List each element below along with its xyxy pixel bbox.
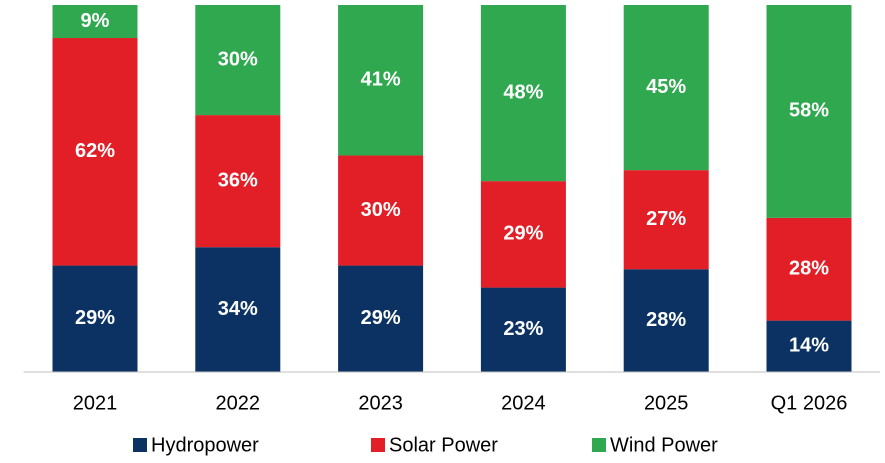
bar-segment xyxy=(623,269,709,372)
bar-segment xyxy=(338,155,424,266)
bar-segment xyxy=(623,170,709,270)
legend-swatch xyxy=(371,438,385,452)
legend-label: Hydropower xyxy=(151,434,259,456)
x-tick-label: 2021 xyxy=(73,392,118,414)
bar-segment xyxy=(195,247,281,372)
data-label: 29% xyxy=(361,307,401,329)
data-label: 27% xyxy=(646,208,686,230)
legend-label: Solar Power xyxy=(389,434,498,456)
x-tick-label: 2024 xyxy=(501,392,546,414)
data-label: 48% xyxy=(503,81,543,103)
data-label: 62% xyxy=(75,140,115,162)
legend-swatch xyxy=(133,438,147,452)
data-label: 30% xyxy=(218,48,258,70)
x-tick-label: 2022 xyxy=(216,392,261,414)
x-tick-label: 2025 xyxy=(644,392,689,414)
data-label: 9% xyxy=(81,10,110,32)
bar-segment xyxy=(52,5,138,39)
bar-segment xyxy=(480,287,566,372)
data-label: 23% xyxy=(503,318,543,340)
data-label: 41% xyxy=(361,69,401,91)
data-label: 14% xyxy=(789,335,829,357)
bar-segment xyxy=(52,38,138,266)
legend-label: Wind Power xyxy=(610,434,718,456)
bar-segment xyxy=(338,5,424,156)
data-label: 34% xyxy=(218,298,258,320)
bar-segment xyxy=(195,5,281,116)
x-tick-label: 2023 xyxy=(358,392,403,414)
data-label: 58% xyxy=(789,100,829,122)
legend-swatch xyxy=(592,438,606,452)
bar-segment xyxy=(480,181,566,288)
bar-segment xyxy=(623,5,709,171)
bar-segment xyxy=(766,217,852,321)
bar-segment xyxy=(338,265,424,372)
bar-segment xyxy=(766,320,852,372)
data-label: 29% xyxy=(503,223,543,245)
data-label: 36% xyxy=(218,169,258,191)
x-tick-label: Q1 2026 xyxy=(771,392,848,414)
data-label: 29% xyxy=(75,307,115,329)
bar-segment xyxy=(52,265,138,372)
bar-segment xyxy=(766,5,852,218)
data-label: 30% xyxy=(361,199,401,221)
data-label: 45% xyxy=(646,76,686,98)
data-label: 28% xyxy=(646,309,686,331)
bar-segment xyxy=(195,115,281,248)
bar-segment xyxy=(480,5,566,182)
data-label: 28% xyxy=(789,258,829,280)
